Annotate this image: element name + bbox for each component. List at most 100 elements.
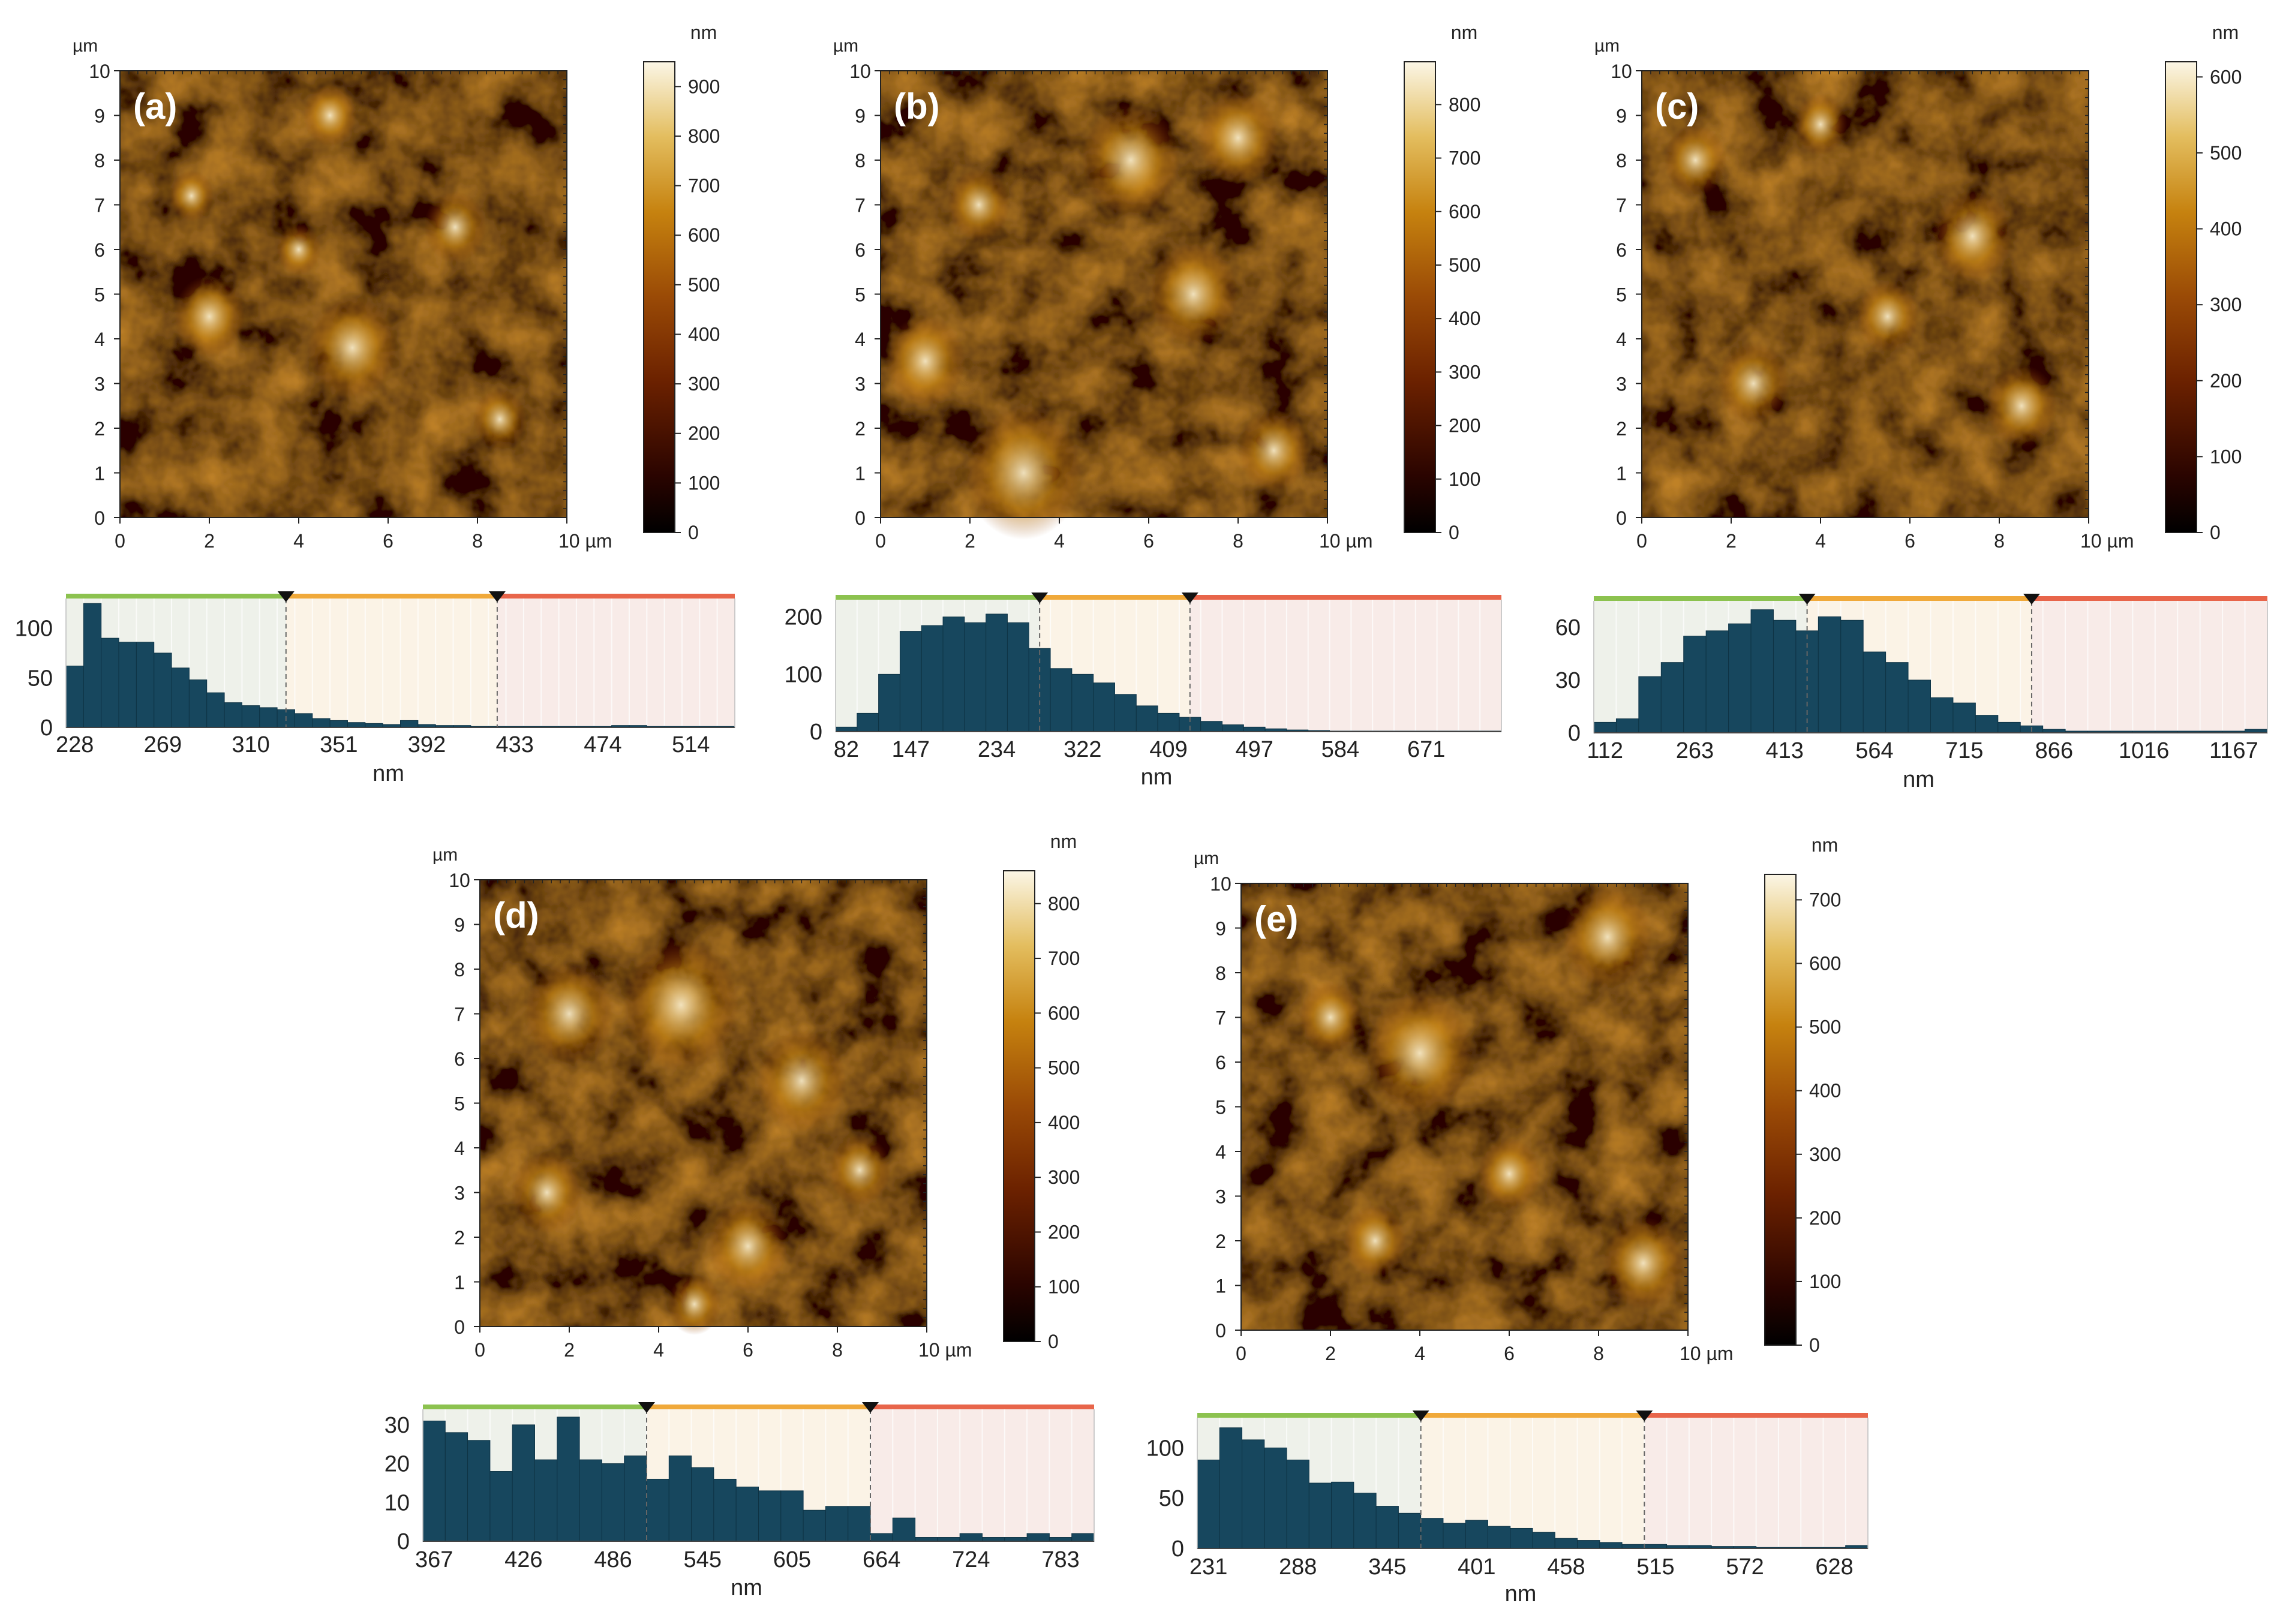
- colorbar: [643, 61, 675, 533]
- colorbar: [2165, 61, 2197, 533]
- x-tick-label: 4: [653, 1339, 664, 1361]
- afm-grain: [303, 85, 357, 146]
- histogram-bar: [1577, 1540, 1600, 1549]
- histogram-bar: [329, 720, 348, 728]
- y-tick-label: 6: [1215, 1052, 1226, 1073]
- hist-y-tick-label: 100: [785, 662, 822, 687]
- histogram-bar: [857, 712, 879, 732]
- colorbar-tick-label: 100: [1449, 468, 1480, 490]
- y-axis-unit: µm: [1194, 849, 1219, 868]
- hist-x-tick-label: 584: [1321, 737, 1359, 762]
- histogram-bar: [1615, 718, 1639, 733]
- histogram-bar: [489, 1471, 513, 1542]
- x-tick-label: 4: [1815, 530, 1826, 552]
- histogram-bar: [136, 642, 155, 728]
- zone-bg-high: [2031, 601, 2267, 733]
- zone-bar-red: [1189, 595, 1501, 600]
- y-tick-label: 2: [855, 418, 866, 440]
- histogram-bar: [921, 625, 944, 732]
- afm-grain: [276, 224, 322, 275]
- x-tick-label: 8: [472, 530, 483, 552]
- y-tick-label: 8: [855, 150, 866, 172]
- histogram-bar: [1660, 662, 1684, 733]
- x-end-label: 10 µm: [2080, 530, 2134, 552]
- x-tick-label: 0: [474, 1339, 485, 1361]
- y-tick-label: 6: [454, 1048, 465, 1070]
- afm-grain: [828, 1134, 891, 1207]
- x-tick-label: 8: [1233, 530, 1243, 552]
- afm-grain: [885, 315, 966, 408]
- histogram-bar: [1930, 697, 1954, 733]
- y-tick-label: 5: [94, 284, 105, 306]
- afm-grain: [1344, 1205, 1407, 1277]
- colorbar-tick-label: 200: [1048, 1221, 1080, 1243]
- hist-x-tick-label: 345: [1368, 1554, 1406, 1580]
- panel-label: (e): [1254, 899, 1298, 939]
- colorbar-tick-label: 200: [2210, 370, 2242, 392]
- y-tick-label: 2: [1215, 1231, 1226, 1252]
- y-tick-label: 8: [1215, 963, 1226, 984]
- hist-x-tick-label: 724: [952, 1547, 990, 1572]
- panel-label: (a): [133, 86, 177, 127]
- zone-bg-high: [1189, 600, 1501, 732]
- afm-grain: [1563, 885, 1653, 989]
- hist-x-axis-label: nm: [1505, 1581, 1537, 1607]
- histogram-bar: [154, 652, 172, 728]
- hist-x-tick-label: 664: [863, 1547, 900, 1572]
- histogram-bar: [1975, 715, 1999, 733]
- afm-grain: [1149, 242, 1238, 346]
- y-tick-label: 9: [94, 106, 105, 127]
- colorbar-tick-label: 800: [688, 125, 720, 147]
- colorbar-tick-label: 500: [688, 274, 720, 296]
- hist-y-tick-label: 200: [785, 605, 822, 630]
- x-tick-label: 2: [965, 530, 975, 552]
- y-tick-label: 3: [94, 374, 105, 395]
- hist-x-tick-label: 228: [56, 732, 94, 757]
- histogram-bar: [964, 622, 987, 732]
- y-tick-label: 8: [1616, 150, 1627, 172]
- y-tick-label: 0: [94, 507, 105, 529]
- histogram-bar: [1026, 1533, 1050, 1542]
- y-tick-label: 7: [454, 1004, 465, 1025]
- hist-y-tick-label: 10: [384, 1490, 410, 1515]
- histogram-bar: [668, 1455, 692, 1542]
- hist-x-tick-label: 231: [1189, 1554, 1227, 1580]
- afm-grain: [1856, 280, 1919, 353]
- y-tick-label: 1: [855, 463, 866, 485]
- y-tick-label: 5: [1215, 1097, 1226, 1118]
- y-tick-label: 8: [454, 959, 465, 981]
- histogram-bar: [65, 665, 84, 728]
- colorbar-tick-label: 400: [1048, 1112, 1080, 1133]
- y-tick-label: 2: [1616, 418, 1627, 440]
- y-tick-label: 9: [1616, 106, 1627, 127]
- hist-y-tick-label: 30: [384, 1413, 410, 1438]
- afm-grain: [965, 406, 1082, 540]
- y-tick-label: 0: [1616, 507, 1627, 529]
- colorbar-tick-label: 900: [688, 76, 720, 97]
- histogram-bar: [1420, 1518, 1444, 1549]
- hist-x-tick-label: 866: [2035, 738, 2073, 763]
- afm-grain: [947, 169, 1011, 241]
- colorbar-tick-label: 500: [1449, 254, 1480, 276]
- histogram-bar: [1222, 724, 1244, 732]
- histogram-bar: [206, 692, 225, 728]
- y-tick-label: 7: [94, 195, 105, 216]
- histogram-bar: [986, 613, 1008, 732]
- histogram-bar: [241, 705, 260, 728]
- histogram-bar: [1050, 668, 1073, 732]
- histogram-bar: [259, 707, 278, 728]
- x-end-label: 10 µm: [918, 1339, 972, 1361]
- y-tick-label: 10: [449, 870, 470, 891]
- zone-bar-orange: [1040, 595, 1190, 600]
- colorbar-tick-label: 300: [1048, 1166, 1080, 1188]
- histogram-bar: [422, 1420, 446, 1542]
- afm-grain: [1238, 409, 1310, 492]
- hist-x-tick-label: 147: [892, 737, 930, 762]
- histogram-bar: [312, 718, 331, 728]
- histogram-bar: [624, 1455, 647, 1542]
- y-tick-label: 10: [1210, 873, 1231, 895]
- hist-y-tick-label: 0: [397, 1529, 410, 1554]
- x-tick-label: 4: [1414, 1343, 1425, 1364]
